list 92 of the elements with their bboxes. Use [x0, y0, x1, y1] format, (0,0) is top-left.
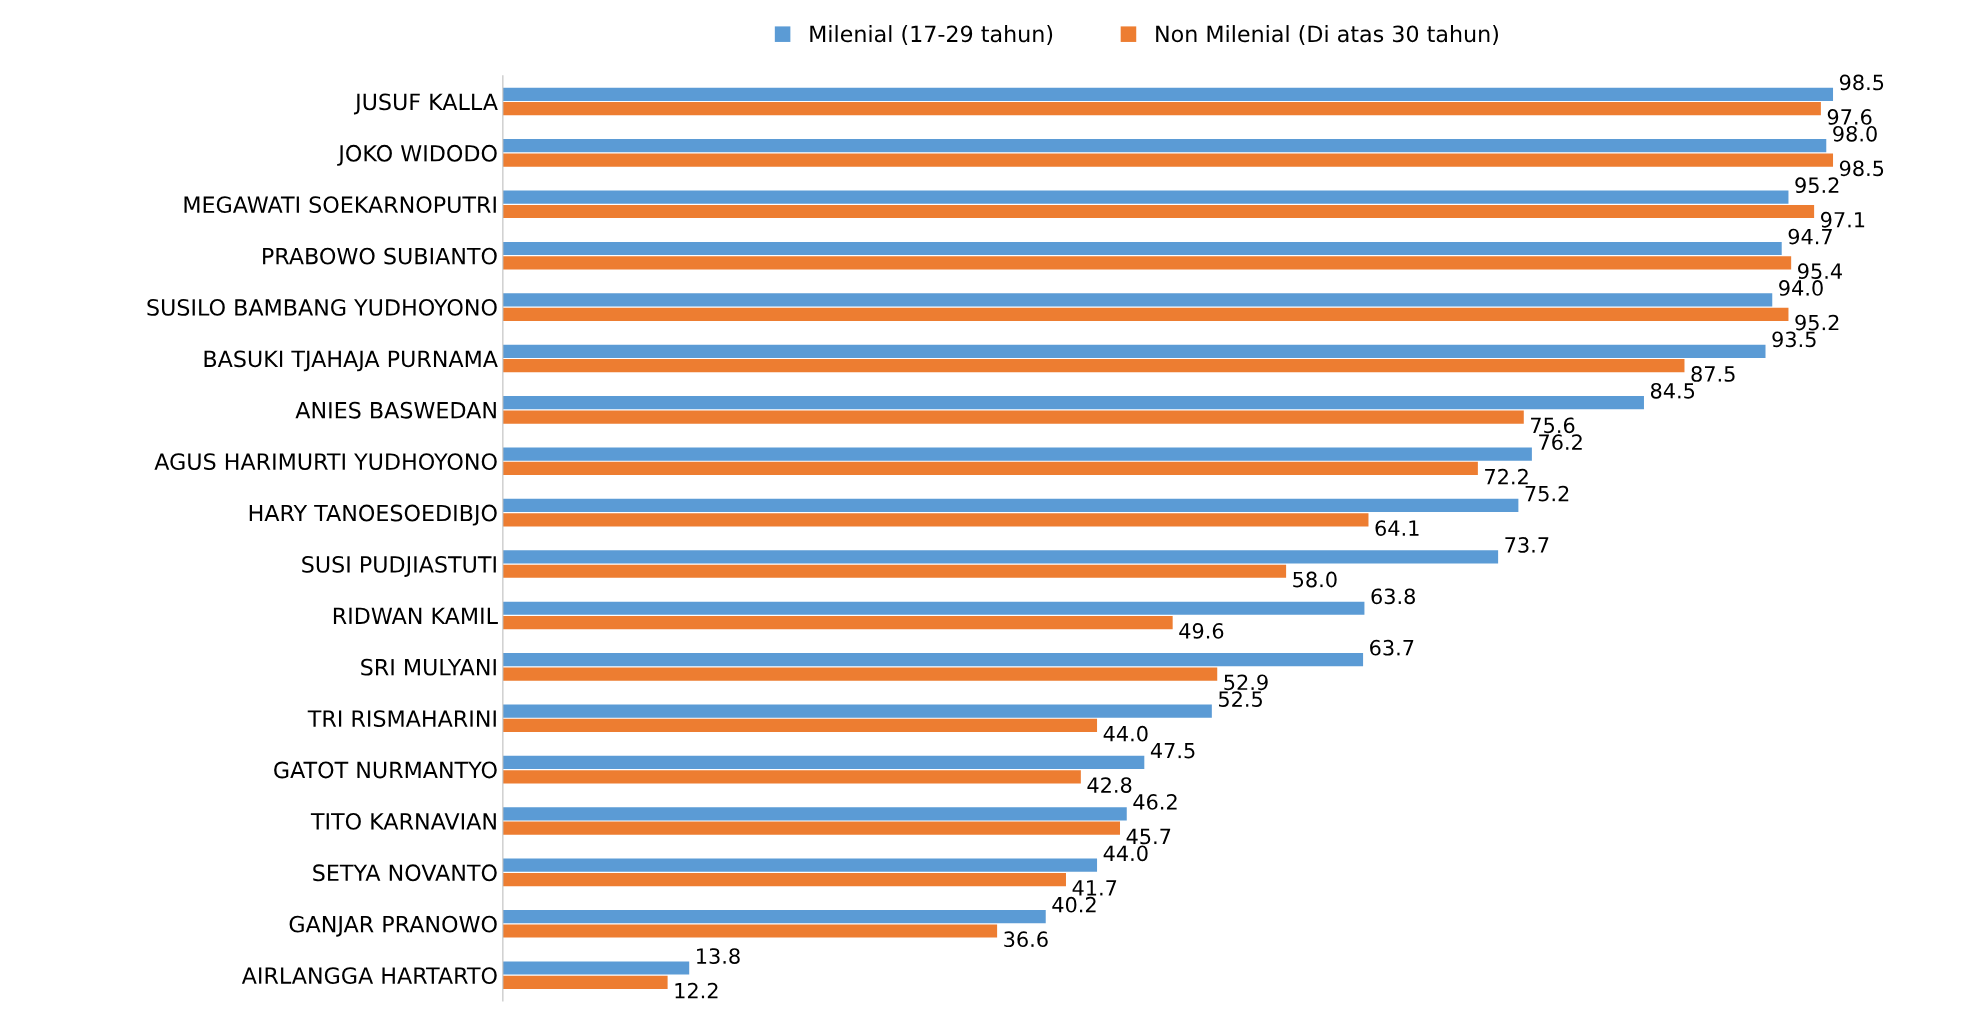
- y-tick-label: TRI RISMAHARINI: [307, 710, 496, 727]
- data-label: 94.7: [1788, 228, 1832, 245]
- data-label: 52.9: [1224, 674, 1268, 691]
- bar: [502, 564, 1287, 578]
- bar: [502, 359, 1685, 373]
- data-label: 41.7: [1072, 880, 1117, 896]
- y-tick-label: HARY TANOESOEDIBJO: [249, 504, 497, 526]
- bar: [502, 616, 1173, 630]
- bar: [502, 461, 1478, 476]
- data-label: 63.8: [1371, 588, 1415, 605]
- data-label: 95.2: [1795, 177, 1839, 194]
- bar: [502, 102, 1821, 116]
- data-label: 87.5: [1691, 366, 1735, 382]
- y-tick-label: SETYA NOVANTO: [313, 864, 497, 882]
- bar: [502, 755, 1145, 770]
- bar: [502, 807, 1127, 821]
- data-label: 98.5: [1839, 160, 1884, 177]
- y-tick-label: GANJAR PRANOWO: [289, 915, 497, 937]
- data-label: 76.2: [1539, 434, 1582, 451]
- bar: [502, 307, 1789, 321]
- y-tick-label: MEGAWATI SOEKARNOPUTRI: [184, 196, 496, 214]
- bar: [502, 667, 1218, 681]
- bar: [502, 241, 1782, 256]
- y-tick-label: RIDWAN KAMIL: [333, 607, 498, 624]
- bar: [502, 961, 690, 975]
- bar: [502, 924, 998, 938]
- y-tick-label: AGUS HARIMURTI YUDHOYONO: [154, 453, 497, 471]
- data-label: 44.0: [1103, 845, 1148, 862]
- data-label: 45.7: [1126, 828, 1171, 845]
- bar: [502, 344, 1766, 358]
- data-label: 94.0: [1779, 280, 1823, 296]
- data-label: 73.7: [1505, 537, 1549, 553]
- bar: [502, 256, 1792, 270]
- data-label: 64.1: [1375, 520, 1419, 536]
- data-label: 49.6: [1179, 623, 1224, 639]
- bar: [502, 190, 1789, 204]
- bar: [502, 975, 668, 990]
- bar: [502, 653, 1364, 667]
- data-label: 95.2: [1795, 314, 1839, 331]
- data-label: 93.5: [1772, 331, 1816, 348]
- data-label: 58.0: [1293, 571, 1337, 588]
- y-tick-label: SUSILO BAMBANG YUDHOYONO: [147, 299, 497, 316]
- bar: [502, 718, 1098, 733]
- bar: [502, 498, 1519, 513]
- data-label: 98.0: [1833, 125, 1877, 142]
- data-label: 12.2: [675, 982, 718, 999]
- data-label: 47.5: [1150, 742, 1195, 759]
- data-label: 42.8: [1087, 777, 1132, 793]
- data-label: 46.2: [1133, 794, 1177, 810]
- data-label: 44.0: [1103, 725, 1148, 742]
- y-tick-label: JOKO WIDODO: [337, 144, 497, 166]
- bar: [502, 704, 1212, 718]
- y-tick-label: BASUKI TJAHAJA PURNAMA: [204, 350, 498, 372]
- data-label: 97.6: [1827, 109, 1872, 125]
- y-tick-label: GATOT NURMANTYO: [274, 761, 497, 779]
- bar: [502, 410, 1524, 424]
- bar: [502, 396, 1644, 410]
- data-label: 63.7: [1370, 639, 1414, 656]
- bar: [502, 447, 1532, 461]
- bar: [502, 550, 1499, 564]
- data-label: 36.6: [1004, 931, 1048, 948]
- bar: [502, 87, 1834, 101]
- bar: [502, 858, 1098, 872]
- bar: [502, 139, 1827, 153]
- y-tick-label: ANIES BASWEDAN: [295, 401, 496, 419]
- data-label: 75.2: [1525, 485, 1569, 502]
- data-label: 72.2: [1485, 468, 1528, 485]
- bar: [502, 601, 1365, 615]
- y-tick-label: SUSI PUDJIASTUTI: [302, 556, 496, 577]
- data-label: 75.6: [1531, 417, 1575, 434]
- data-label: 13.8: [697, 948, 740, 964]
- bar: [502, 872, 1066, 887]
- legend-label: Milenial (17-29 tahun): [810, 25, 1053, 45]
- y-tick-label: PRABOWO SUBIANTO: [263, 247, 497, 265]
- y-tick-label: JUSUF KALLA: [353, 93, 498, 115]
- data-label: 84.5: [1650, 382, 1695, 399]
- data-label: 52.5: [1219, 691, 1262, 707]
- bar: [502, 821, 1120, 835]
- data-label: 98.5: [1839, 74, 1884, 91]
- bar: [502, 909, 1046, 924]
- data-label: 40.2: [1052, 896, 1096, 913]
- bar: [502, 770, 1081, 784]
- bar: [502, 293, 1773, 307]
- y-tick-label: AIRLANGGA HARTARTO: [241, 967, 497, 984]
- y-tick-label: TITO KARNAVIAN: [310, 812, 496, 830]
- bar: [502, 153, 1834, 167]
- bar: [502, 204, 1815, 219]
- y-tick-label: SRI MULYANI: [361, 658, 496, 676]
- data-label: 95.4: [1798, 263, 1842, 280]
- data-label: 97.1: [1820, 211, 1865, 228]
- legend-label: Non Milenial (Di atas 30 tahun): [1156, 25, 1498, 45]
- bar: [502, 513, 1369, 527]
